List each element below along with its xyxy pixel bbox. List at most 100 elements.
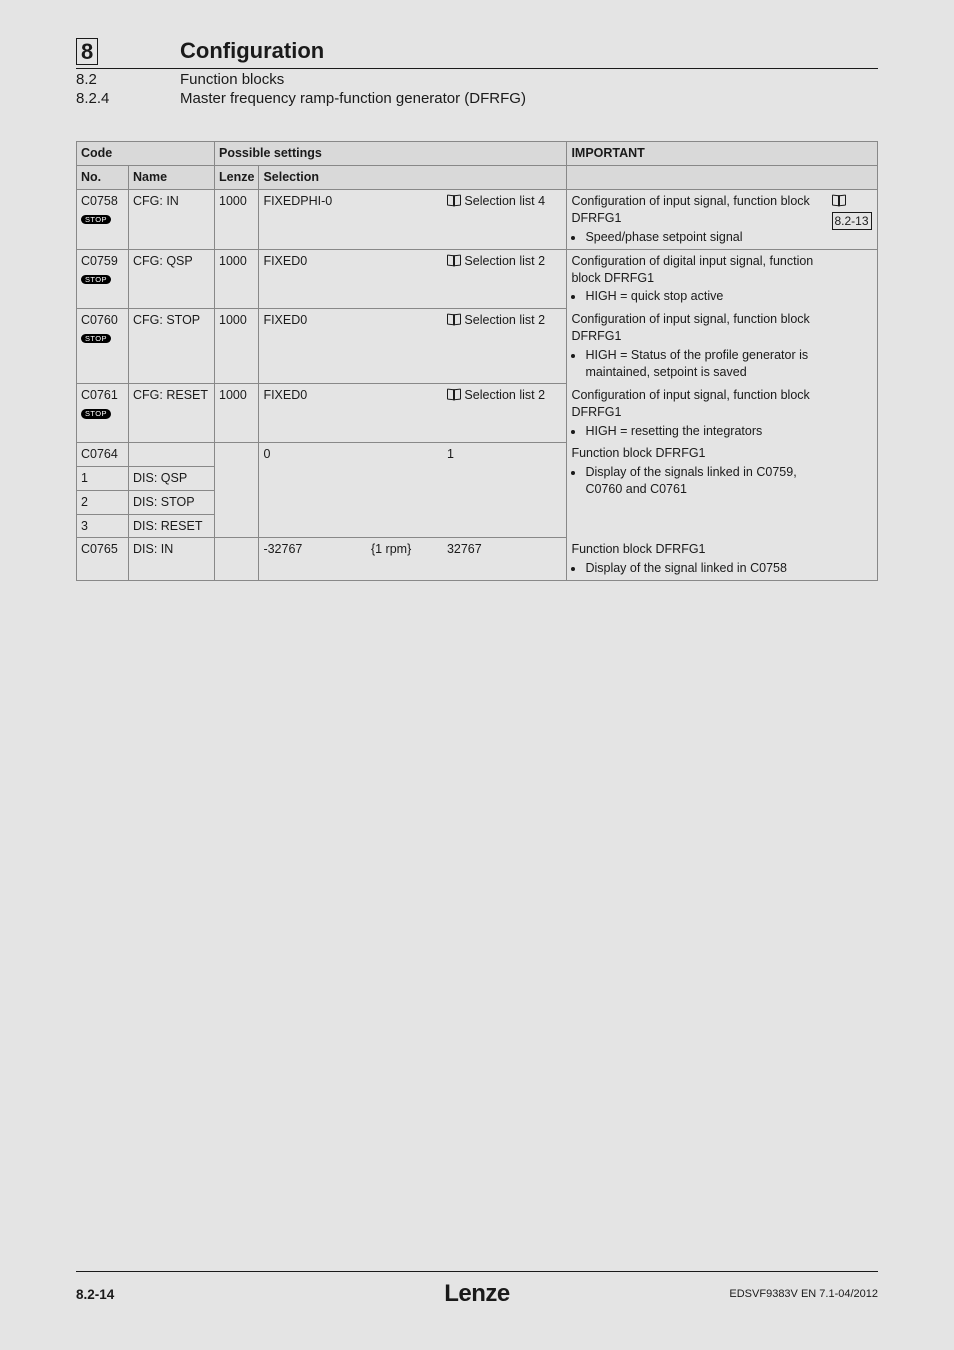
table-row: C0765 DIS: IN -32767 {1 rpm} 32767 Funct…	[77, 538, 878, 580]
document-id: EDSVF9383V EN 7.1-04/2012	[510, 1288, 878, 1300]
important-bullet: Display of the signal linked in C0758	[585, 560, 823, 577]
cell-name	[129, 442, 215, 466]
page-footer: 8.2-14 Lenze EDSVF9383V EN 7.1-04/2012	[76, 1271, 878, 1308]
th-possible: Possible settings	[215, 142, 567, 166]
important-bullet: HIGH = Status of the profile generator i…	[585, 347, 823, 381]
page-header: 8 Configuration 8.2 Function blocks 8.2.…	[76, 38, 878, 107]
cell-unit	[367, 308, 443, 384]
stop-badge: STOP	[81, 215, 111, 225]
cell-selection: FIXED0	[259, 384, 367, 443]
cell-selection-list: Selection list 2	[443, 384, 567, 443]
cell-selection: FIXED0	[259, 249, 367, 308]
cell-sel-hi: 32767	[443, 538, 567, 580]
cell-subno: 2	[77, 490, 129, 514]
table-row: C0761 STOP CFG: RESET 1000 FIXED0 Select…	[77, 384, 878, 443]
th-lenze: Lenze	[215, 166, 259, 190]
th-important-blank	[567, 166, 878, 190]
brand-logo: Lenze	[444, 1280, 510, 1308]
cell-important: Configuration of input signal, function …	[567, 190, 828, 250]
book-icon	[447, 195, 461, 205]
section-title: Function blocks	[180, 69, 878, 88]
page-number: 8.2-14	[76, 1287, 444, 1302]
cell-lenze: 1000	[215, 308, 259, 384]
important-text: Configuration of input signal, function …	[571, 312, 809, 343]
cell-name: CFG: IN	[129, 190, 215, 250]
subsection-title: Master frequency ramp-function generator…	[180, 88, 878, 107]
cell-selection-blank	[259, 466, 567, 538]
cell-important: Configuration of input signal, function …	[567, 308, 828, 384]
important-bullet: HIGH = resetting the integrators	[585, 423, 823, 440]
important-bullet: HIGH = quick stop active	[585, 288, 823, 305]
cell-subno: 1	[77, 466, 129, 490]
th-selection: Selection	[259, 166, 567, 190]
cell-ref	[828, 308, 878, 384]
chapter-title: Configuration	[180, 38, 878, 65]
book-icon	[447, 389, 461, 399]
subsection-number: 8.2.4	[76, 88, 180, 107]
cell-lenze: 1000	[215, 249, 259, 308]
table-row: C0758 STOP CFG: IN 1000 FIXEDPHI-0 Selec…	[77, 190, 878, 250]
cell-unit	[367, 442, 443, 466]
cell-no: C0758 STOP	[77, 190, 129, 250]
cell-subno: 3	[77, 514, 129, 538]
cell-no: C0759 STOP	[77, 249, 129, 308]
code-no: C0760	[81, 313, 118, 327]
chapter-number: 8	[76, 38, 98, 65]
cell-unit	[367, 249, 443, 308]
cell-name: DIS: QSP	[129, 466, 215, 490]
cell-lenze: 1000	[215, 384, 259, 443]
cell-selection-list: Selection list 4	[443, 190, 567, 250]
page-ref-link[interactable]: 8.2-13	[832, 212, 872, 230]
cell-sel-lo: -32767	[259, 538, 367, 580]
cell-lenze	[215, 538, 259, 580]
important-bullet: Speed/phase setpoint signal	[585, 229, 823, 246]
cell-ref	[828, 384, 878, 443]
cell-name: CFG: STOP	[129, 308, 215, 384]
cell-name: CFG: RESET	[129, 384, 215, 443]
cell-important: Function block DFRFG1 Display of the sig…	[567, 442, 828, 538]
table-row: C0759 STOP CFG: QSP 1000 FIXED0 Selectio…	[77, 249, 878, 308]
cell-selection-list: Selection list 2	[443, 308, 567, 384]
book-icon	[832, 195, 846, 205]
cell-no: C0764	[77, 442, 129, 466]
cell-selection: FIXED0	[259, 308, 367, 384]
cell-no: C0760 STOP	[77, 308, 129, 384]
cell-lenze: 1000	[215, 190, 259, 250]
table-row: C0764 0 1 Function block DFRFG1 Display …	[77, 442, 878, 466]
th-important: IMPORTANT	[567, 142, 878, 166]
cell-sel-lo: 0	[259, 442, 367, 466]
cell-sel-hi: 1	[443, 442, 567, 466]
cell-important: Configuration of input signal, function …	[567, 384, 828, 443]
cell-no: C0761 STOP	[77, 384, 129, 443]
code-no: C0758	[81, 194, 118, 208]
stop-badge: STOP	[81, 334, 111, 344]
stop-badge: STOP	[81, 409, 111, 419]
selection-list-label: Selection list 2	[464, 313, 545, 327]
important-text: Function block DFRFG1	[571, 542, 705, 556]
cell-name: DIS: RESET	[129, 514, 215, 538]
cell-ref	[828, 538, 878, 580]
book-icon	[447, 255, 461, 265]
cell-name: DIS: STOP	[129, 490, 215, 514]
important-text: Configuration of input signal, function …	[571, 388, 809, 419]
code-table: Code Possible settings IMPORTANT No. Nam…	[76, 141, 878, 580]
cell-unit	[367, 384, 443, 443]
code-no: C0759	[81, 254, 118, 268]
important-text: Function block DFRFG1	[571, 446, 705, 460]
cell-name: DIS: IN	[129, 538, 215, 580]
cell-important: Function block DFRFG1 Display of the sig…	[567, 538, 828, 580]
cell-no: C0765	[77, 538, 129, 580]
section-number: 8.2	[76, 69, 180, 88]
table-row: C0760 STOP CFG: STOP 1000 FIXED0 Selecti…	[77, 308, 878, 384]
cell-unit: {1 rpm}	[367, 538, 443, 580]
cell-ref: 8.2-13	[828, 190, 878, 250]
th-code: Code	[77, 142, 215, 166]
cell-important: Configuration of digital input signal, f…	[567, 249, 828, 308]
stop-badge: STOP	[81, 275, 111, 285]
selection-list-label: Selection list 2	[464, 388, 545, 402]
cell-lenze	[215, 442, 259, 538]
cell-selection: FIXEDPHI-0	[259, 190, 367, 250]
important-text: Configuration of digital input signal, f…	[571, 254, 813, 285]
important-text: Configuration of input signal, function …	[571, 194, 809, 225]
selection-list-label: Selection list 2	[464, 254, 545, 268]
